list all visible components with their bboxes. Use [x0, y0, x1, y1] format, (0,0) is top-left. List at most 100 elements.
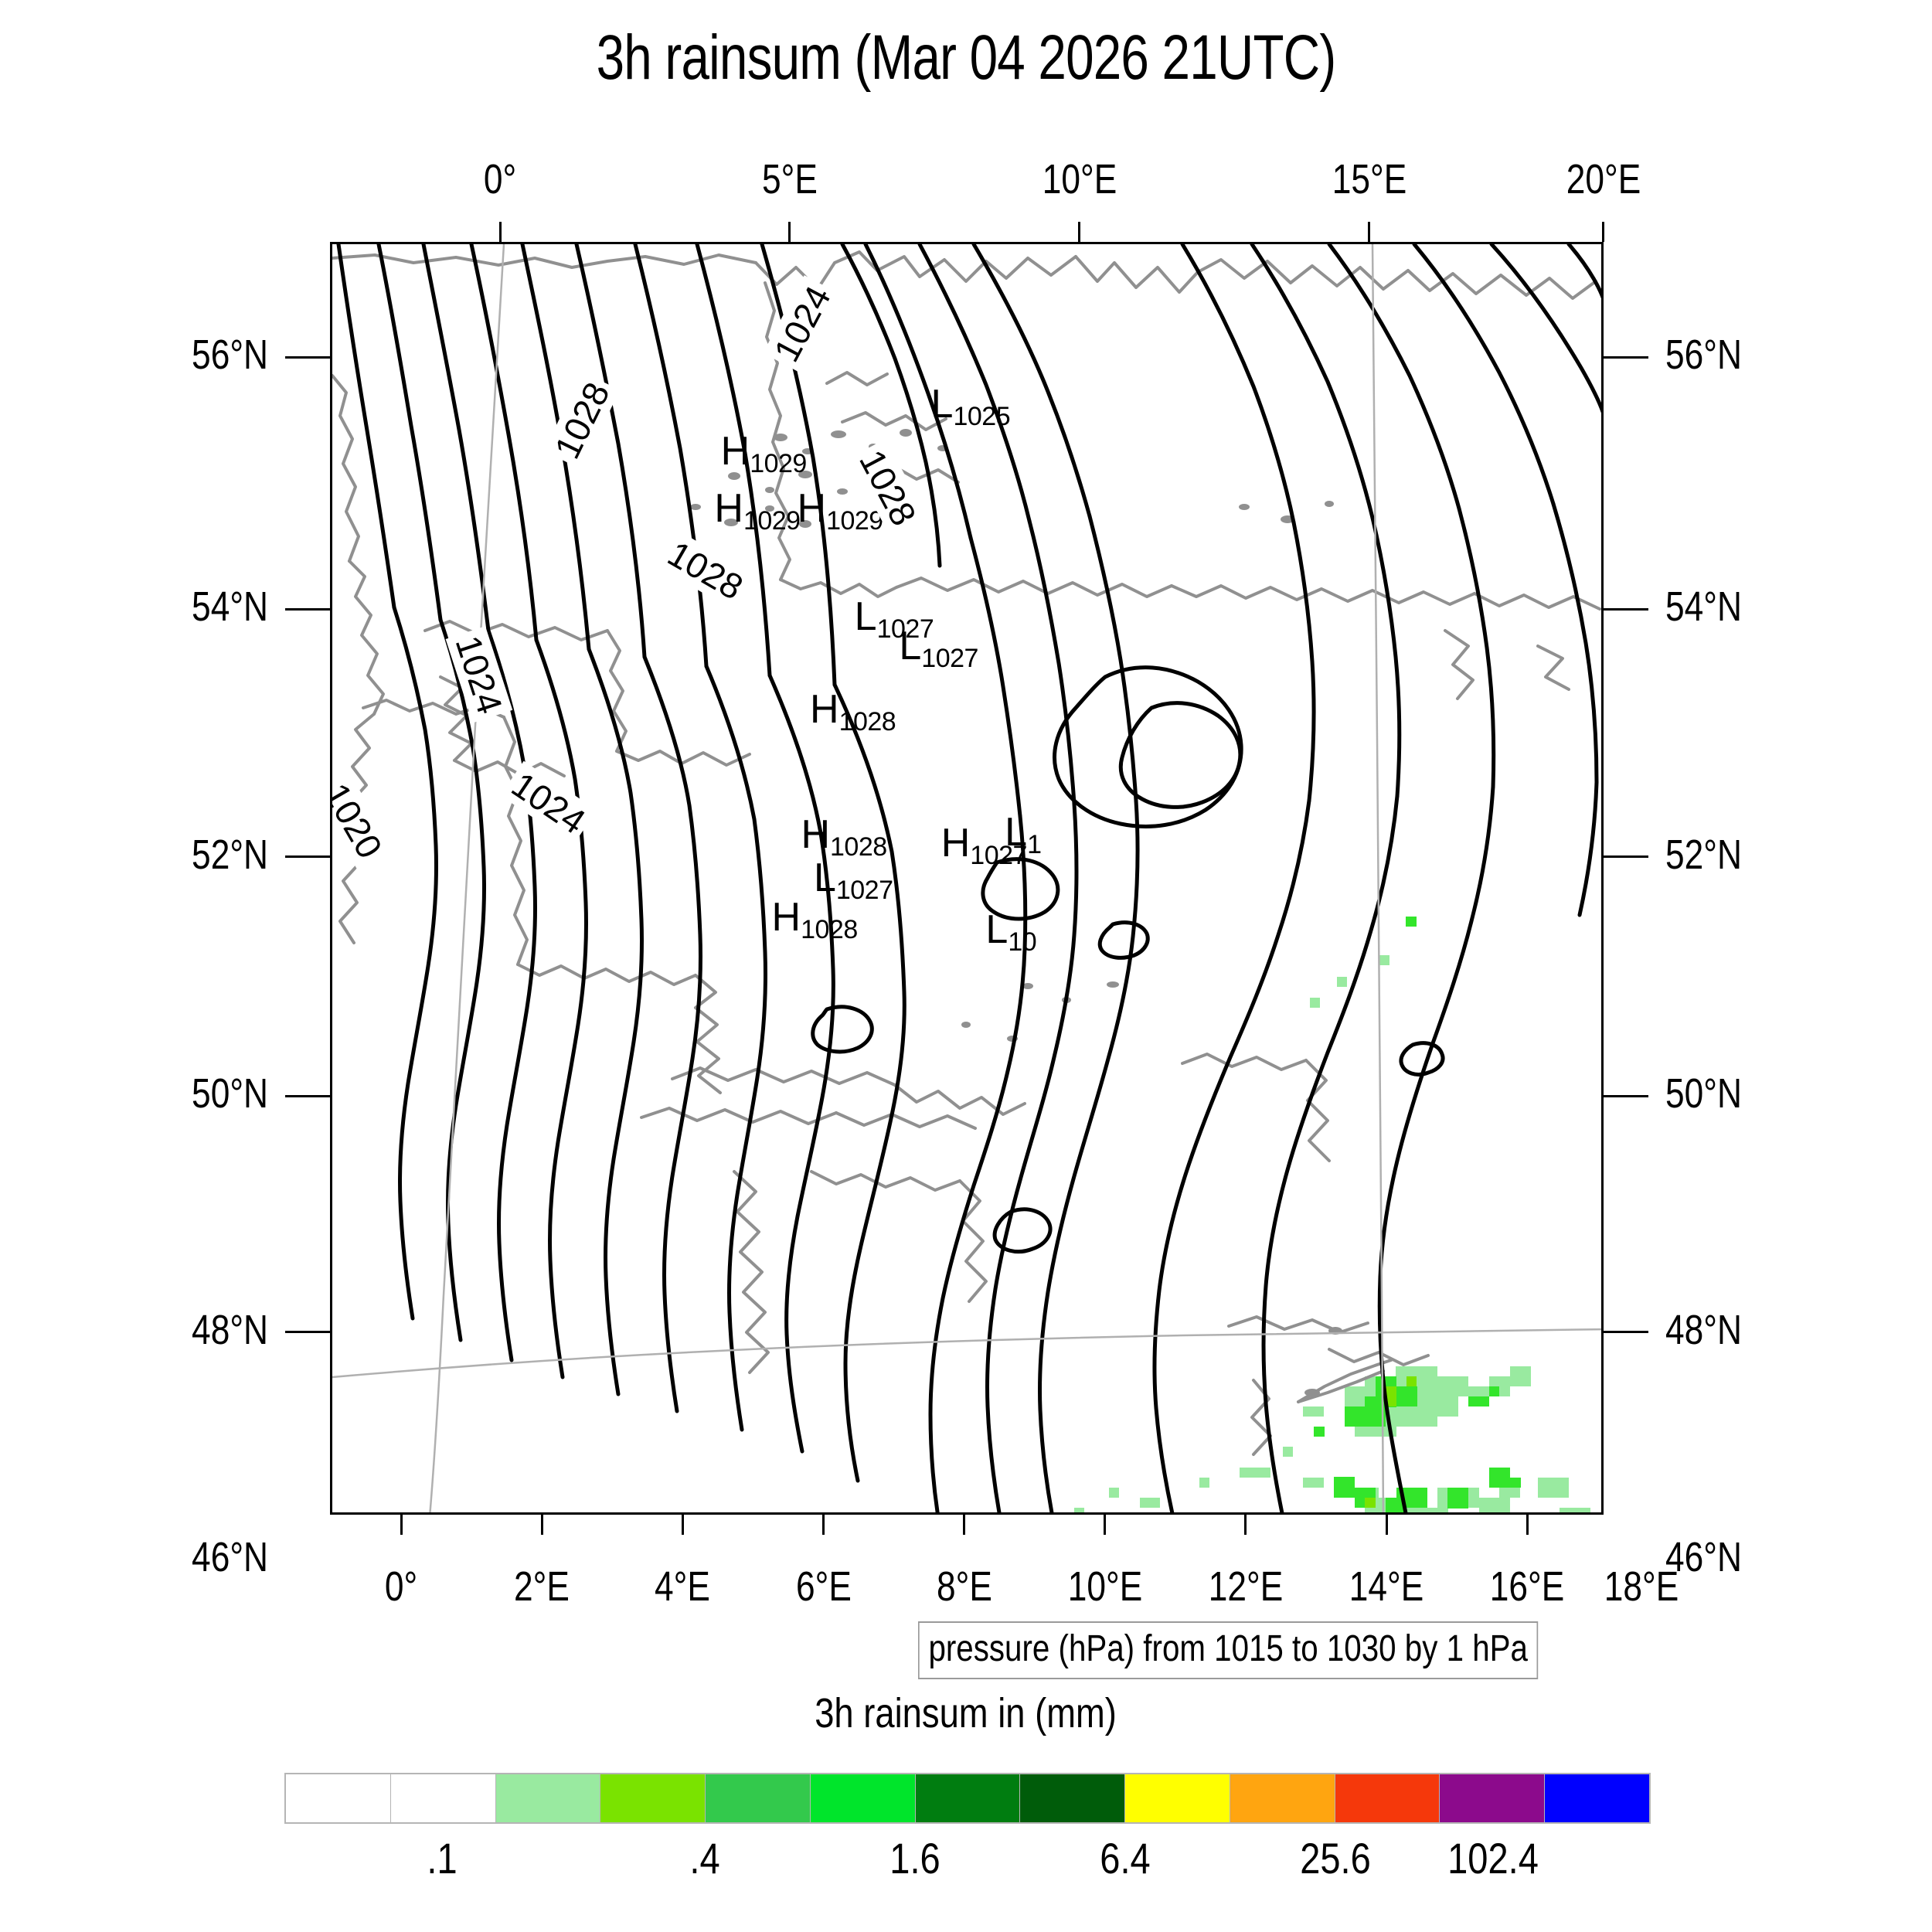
pressure-marker-value: 1028	[830, 832, 887, 862]
axis-label-right-3: 50°N	[1665, 1070, 1742, 1117]
axis-tick-top	[498, 222, 502, 242]
axis-tick-left	[285, 1094, 330, 1097]
colorbar-labels: .1 .4 1.6 6.4 25.6 102.4	[284, 1833, 1651, 1895]
axis-label-top-2: 10°E	[1042, 156, 1117, 202]
axis-label-left-1: 54°N	[192, 583, 268, 631]
pressure-marker-l: L1027	[855, 597, 934, 642]
axis-label-left-5: 46°N	[192, 1534, 268, 1581]
axis-label-right-1: 54°N	[1665, 583, 1742, 631]
contour-label: 1028	[656, 530, 754, 611]
axis-tick-right	[1604, 1094, 1648, 1097]
pressure-marker-l: L1	[1005, 809, 1042, 858]
pressure-marker-value: 1027	[921, 644, 978, 674]
colorbar-label-5: 102.4	[1447, 1834, 1539, 1883]
contour-label: 1020	[332, 772, 394, 870]
axis-tick-right	[1604, 1331, 1648, 1334]
axis-tick-bottom	[1104, 1515, 1107, 1535]
pressure-marker-h: H1028	[810, 689, 896, 735]
pressure-marker-h: H1027	[940, 821, 1028, 869]
axis-label-top-0: 0°	[483, 156, 517, 202]
colorbar-segment-12	[1544, 1774, 1649, 1822]
colorbar-title-text: 3h rainsum in (mm)	[815, 1690, 1117, 1736]
pressure-marker-h: H1029	[797, 486, 884, 534]
colorbar-segment-1	[389, 1774, 495, 1822]
colorbar-segment-7	[1019, 1774, 1125, 1822]
axis-label-bottom-8: 16°E	[1489, 1563, 1565, 1610]
pressure-marker-value: 1025	[953, 402, 1011, 432]
colorbar-segment-4	[705, 1774, 810, 1822]
axis-label-left-3: 50°N	[192, 1070, 268, 1117]
axis-tick-bottom	[1526, 1515, 1529, 1535]
pressure-marker-type: L	[1005, 809, 1028, 855]
contour-label: 1028	[848, 439, 927, 537]
map-panel: H1029 H1029 L1025 H1029 L1027 L1027 H1028 H1028…	[192, 156, 1742, 1610]
page-title: 3h rainsum (Mar 04 2026 21UTC)	[596, 22, 1337, 93]
axis-label-left-2: 52°N	[192, 831, 268, 878]
colorbar	[284, 1773, 1651, 1824]
axis-tick-top	[1078, 222, 1081, 242]
pressure-marker-value: 1027	[835, 875, 893, 905]
colorbar-segment-3	[600, 1774, 706, 1822]
pressure-marker-value: 10	[1008, 927, 1037, 957]
pressure-marker-type: L	[813, 855, 836, 900]
colorbar-segment-2	[495, 1774, 600, 1822]
axis-tick-left	[285, 607, 330, 611]
axis-tick-bottom	[1244, 1515, 1247, 1535]
pressure-marker-type: H	[714, 486, 743, 532]
axis-label-left-0: 56°N	[192, 332, 268, 379]
axis-tick-bottom	[822, 1515, 825, 1535]
pressure-marker-type: L	[899, 624, 922, 669]
pressure-marker-type: L	[930, 382, 954, 427]
pressure-marker-value: 1028	[838, 707, 896, 737]
pressure-marker-value: 1029	[743, 506, 801, 536]
axis-tick-top	[1368, 222, 1371, 242]
axis-label-right-5: 46°N	[1665, 1534, 1742, 1581]
axis-tick-bottom	[400, 1515, 403, 1535]
contour-label: 1028	[543, 371, 621, 470]
pressure-marker-type: H	[771, 894, 801, 940]
pressure-marker-value: 1027	[876, 614, 934, 645]
pressure-marker-h: H1028	[801, 815, 887, 860]
axis-label-bottom-4: 8°E	[936, 1563, 992, 1610]
colorbar-label-3: 6.4	[1100, 1834, 1151, 1883]
axis-label-top-4: 20°E	[1566, 156, 1641, 202]
colorbar-segment-0	[286, 1774, 390, 1822]
axis-tick-left	[285, 1331, 330, 1334]
precipitation-layer	[1074, 917, 1590, 1512]
pressure-marker-type: H	[940, 821, 971, 866]
axis-label-bottom-7: 14°E	[1349, 1563, 1424, 1610]
pressure-marker-value: 1029	[826, 506, 883, 536]
axis-tick-left	[285, 855, 330, 858]
colorbar-label-0: .1	[427, 1834, 457, 1883]
map-frame: H1029 H1029 L1025 H1029 L1027 L1027 H1028 H1028…	[330, 242, 1604, 1515]
contour-label: 1024	[500, 760, 597, 845]
axis-tick-bottom	[681, 1515, 684, 1535]
pressure-marker-h: H1029	[714, 486, 801, 534]
contour-label: 1024	[445, 625, 512, 723]
colorbar-segment-8	[1124, 1774, 1230, 1822]
pressure-marker-value: 1027	[970, 841, 1027, 871]
axis-label-left-4: 48°N	[192, 1306, 268, 1353]
colorbar-segment-10	[1334, 1774, 1440, 1822]
axis-tick-top	[1602, 222, 1605, 242]
pressure-marker-l: L10	[985, 910, 1036, 955]
axis-tick-right	[1604, 607, 1648, 611]
graticule-layer	[332, 244, 1601, 1512]
pressure-marker-value: 1029	[750, 449, 807, 479]
pressure-marker-type: H	[797, 486, 827, 532]
map-canvas	[332, 244, 1601, 1512]
axis-label-right-0: 56°N	[1665, 332, 1742, 379]
axis-tick-left	[285, 355, 330, 359]
colorbar-label-4: 25.6	[1300, 1834, 1371, 1883]
axis-tick-bottom	[540, 1515, 543, 1535]
colorbar-segment-11	[1439, 1774, 1545, 1822]
pressure-marker-l: L1027	[813, 855, 893, 903]
pressure-marker-value: 1	[1027, 829, 1042, 859]
contour-label: 1024	[763, 274, 842, 373]
colorbar-label-1: .4	[689, 1834, 720, 1883]
axis-label-bottom-0: 0°	[385, 1563, 418, 1610]
axis-tick-right	[1604, 855, 1648, 858]
axis-tick-right	[1604, 355, 1648, 359]
axis-label-bottom-1: 2°E	[514, 1563, 570, 1610]
